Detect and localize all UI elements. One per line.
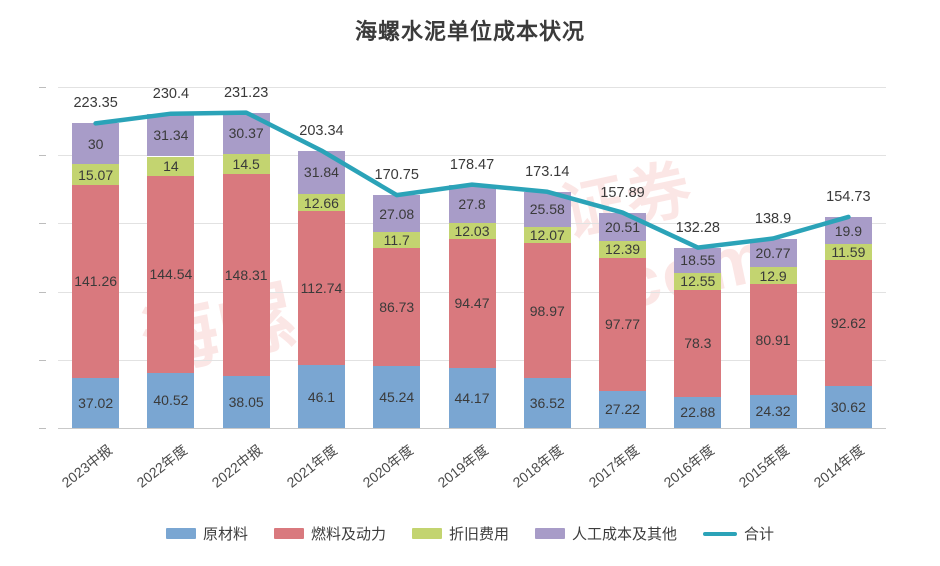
total-value-label: 157.89: [600, 184, 645, 201]
y-axis-tickmark: [39, 87, 46, 88]
x-axis-label: 2022年度: [133, 441, 190, 491]
legend-item[interactable]: 合计: [703, 523, 774, 544]
bar-segment[interactable]: 22.88: [674, 396, 722, 428]
y-axis-tickmark: [39, 223, 46, 225]
y-axis-tickmark: [39, 155, 46, 157]
legend-item[interactable]: 折旧费用: [411, 523, 509, 544]
bar-segment[interactable]: 97.77: [599, 257, 647, 391]
bar-segment[interactable]: 37.02: [72, 377, 120, 428]
x-axis-label: 2016年度: [660, 441, 717, 491]
x-axis-label: 2022中报: [208, 441, 266, 491]
bar-segment[interactable]: 12.9: [749, 266, 797, 285]
bar-segment[interactable]: 78.3: [674, 290, 722, 397]
bar-group[interactable]: 22.88 78.3 12.55 18.55: [674, 87, 722, 428]
x-axis-label: 2023中报: [58, 441, 115, 491]
plot-area: 005050100100150150200200250250 37.02141.…: [39, 84, 886, 491]
bar-segment[interactable]: 18.55: [674, 247, 722, 273]
legend-swatch-icon: [273, 528, 304, 539]
x-axis-label: 2015年度: [735, 441, 793, 491]
bar-segment[interactable]: 24.32: [749, 394, 797, 428]
x-axis-label: 2014年度: [810, 441, 868, 491]
total-value-label: 231.23: [223, 84, 269, 101]
bar-segment[interactable]: 92.62: [824, 259, 872, 387]
bar-segment[interactable]: 40.52: [147, 372, 195, 428]
x-axis-labels: 2023中报 2022年度 2022中报 2021年度 2020年度 2019年度 2018…: [58, 87, 886, 491]
gridline: [58, 87, 886, 88]
x-axis-label: 2019年度: [434, 441, 492, 491]
bar-segment[interactable]: 27.22: [599, 390, 647, 428]
total-value-label: 173.14: [525, 163, 570, 180]
x-axis-label: 2021年度: [284, 441, 341, 491]
legend-label: 合计: [744, 526, 775, 543]
bar-segment[interactable]: 86.73: [373, 248, 421, 367]
legend-swatch-icon: [411, 528, 442, 539]
bar-segment[interactable]: 94.47: [448, 238, 496, 368]
legend-label: 人工成本及其他: [572, 526, 678, 543]
x-axis-label: 2017年度: [585, 441, 642, 491]
legend-item[interactable]: 原材料: [165, 523, 248, 544]
bar-segment[interactable]: 44.17: [448, 367, 496, 428]
gridline: [58, 428, 886, 429]
bar-segment[interactable]: 38.05: [222, 376, 270, 428]
legend-item[interactable]: 人工成本及其他: [535, 523, 677, 544]
legend-swatch-icon: [165, 528, 196, 539]
bar-segment[interactable]: 12.55: [674, 272, 722, 290]
bar-group[interactable]: 24.32 80.91 12.9 20.77: [749, 87, 797, 428]
bar-segment[interactable]: 98.97: [523, 243, 571, 379]
bar-segment[interactable]: 30.62: [824, 386, 872, 428]
chart-legend: 原材料 燃料及动力 折旧费用 人工成本及其他 合计: [0, 523, 940, 544]
y-axis-tickmark: [39, 428, 46, 429]
total-value-label: 230.4: [152, 85, 190, 102]
x-axis-label: 2018年度: [509, 441, 567, 491]
legend-label: 原材料: [202, 526, 248, 543]
y-axis-tickmark: [39, 359, 46, 361]
total-value-label: 138.9: [754, 210, 792, 227]
total-value-label: 223.35: [73, 95, 118, 112]
bar-segment[interactable]: 46.1: [297, 365, 345, 428]
total-value-label: 203.34: [299, 122, 344, 139]
bar-segment[interactable]: 45.24: [373, 366, 421, 428]
x-axis-label: 2020年度: [359, 441, 416, 491]
bar-group[interactable]: 30.62 92.62 11.59 19.9: [824, 87, 872, 428]
legend-label: 折旧费用: [448, 526, 509, 543]
y-axis-tickmark: [39, 291, 46, 293]
legend-swatch-icon: [703, 531, 738, 536]
bar-segment[interactable]: 36.52: [523, 378, 571, 428]
legend-label: 燃料及动力: [310, 526, 386, 543]
legend-item[interactable]: 燃料及动力: [273, 523, 386, 544]
total-value-label: 154.73: [826, 188, 871, 205]
bar-segment[interactable]: 80.91: [749, 284, 797, 395]
legend-swatch-icon: [535, 528, 565, 539]
chart-title: 海螺水泥单位成本状况: [354, 19, 585, 44]
